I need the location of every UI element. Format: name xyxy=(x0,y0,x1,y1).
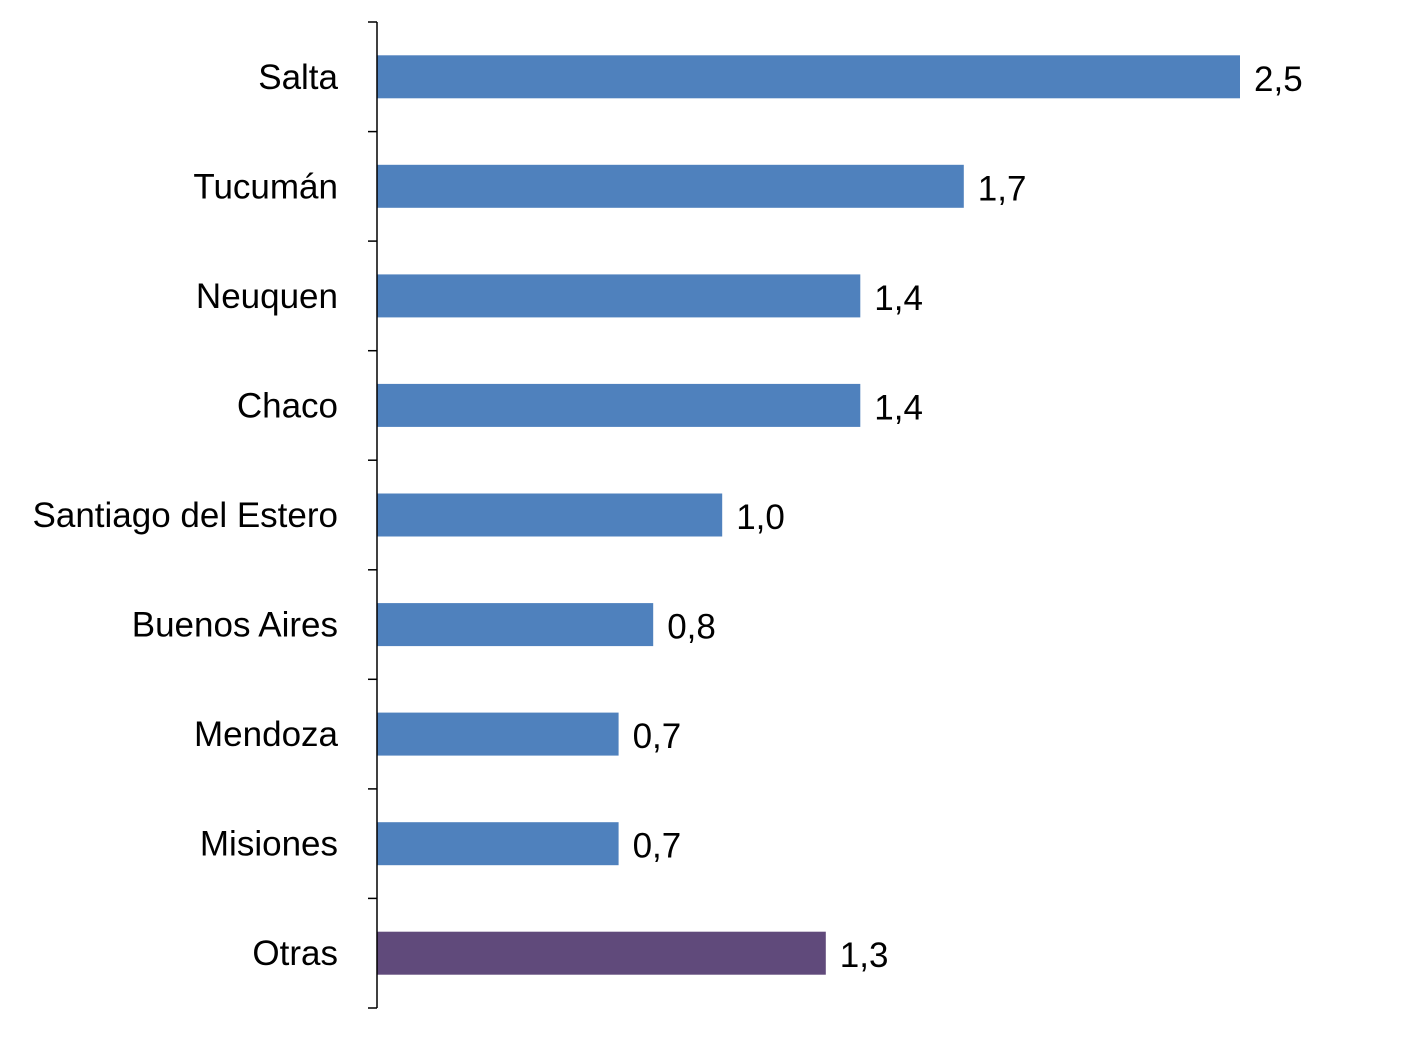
bar-misiones xyxy=(377,822,619,866)
data-label: 1,3 xyxy=(840,936,889,975)
data-label: 1,4 xyxy=(874,388,923,427)
data-label: 0,8 xyxy=(667,608,716,647)
category-label: Otras xyxy=(252,934,338,973)
category-label: Tucumán xyxy=(193,167,338,206)
bar-otras xyxy=(377,931,826,975)
bar-salta xyxy=(377,55,1240,99)
category-label: Santiago del Estero xyxy=(33,496,338,535)
data-label: 1,0 xyxy=(736,498,785,537)
bar-tucum-n xyxy=(377,164,964,208)
data-label: 0,7 xyxy=(633,717,682,756)
bar-chaco xyxy=(377,383,861,427)
labels-layer: Salta 2,5 Tucumán 1,7 Neuquen 1,4 Chaco 1,4 Sant… xyxy=(33,58,1303,975)
category-label: Mendoza xyxy=(194,715,339,754)
bar-neuquen xyxy=(377,274,861,318)
data-label: 2,5 xyxy=(1254,60,1303,99)
data-label: 1,4 xyxy=(874,279,923,318)
category-label: Buenos Aires xyxy=(132,606,338,645)
bar-mendoza xyxy=(377,712,619,756)
category-label: Salta xyxy=(258,58,338,97)
category-label: Neuquen xyxy=(196,277,338,316)
bars-layer xyxy=(377,55,1240,975)
bar-buenos-aires xyxy=(377,603,654,647)
category-label: Chaco xyxy=(237,386,338,425)
data-label: 0,7 xyxy=(633,827,682,866)
data-label: 1,7 xyxy=(978,169,1027,208)
category-label: Misiones xyxy=(200,825,338,864)
category-axis xyxy=(368,21,378,1009)
bar-santiago-del-estero xyxy=(377,493,723,537)
